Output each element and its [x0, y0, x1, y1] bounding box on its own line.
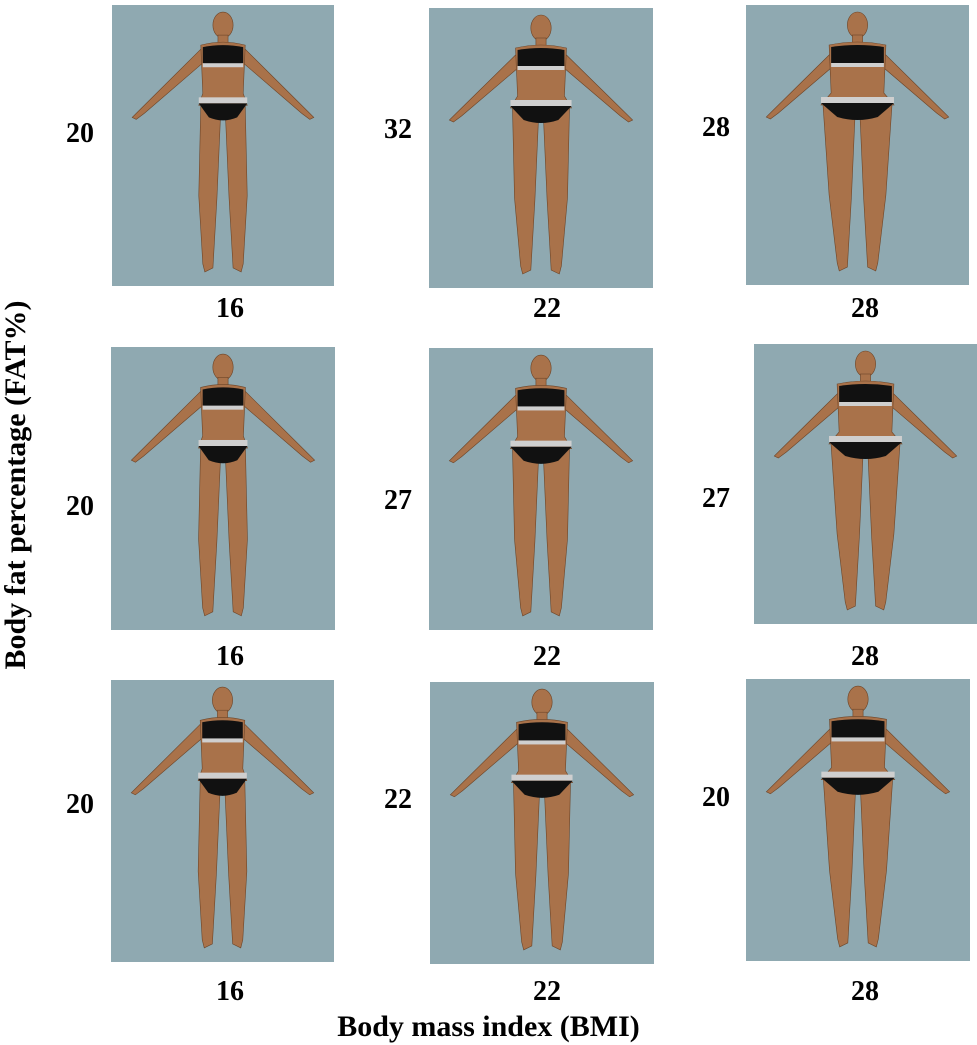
fat-label: 20 — [66, 118, 94, 149]
body-model-image — [746, 679, 970, 961]
body-figure — [746, 5, 969, 285]
body-figure — [111, 680, 334, 962]
bmi-label: 16 — [216, 293, 244, 324]
fat-label: 20 — [66, 789, 94, 820]
body-model-image — [111, 347, 335, 630]
fat-label: 27 — [702, 483, 730, 514]
bmi-label: 22 — [533, 641, 561, 672]
bmi-label: 28 — [851, 293, 879, 324]
bmi-label: 28 — [851, 976, 879, 1007]
body-figure — [111, 347, 335, 630]
bmi-label: 22 — [533, 293, 561, 324]
body-model-image — [111, 680, 334, 962]
body-model-image — [112, 5, 334, 286]
fat-label: 32 — [384, 114, 412, 145]
body-model-image — [429, 8, 653, 288]
body-model-image — [746, 5, 969, 285]
fat-label: 22 — [384, 784, 412, 815]
bmi-label: 28 — [851, 641, 879, 672]
body-figure — [754, 344, 977, 624]
fat-label: 20 — [702, 782, 730, 813]
body-figure — [112, 5, 334, 286]
body-model-image — [429, 348, 653, 630]
body-model-image — [430, 682, 654, 964]
x-axis-title: Body mass index (BMI) — [337, 1010, 640, 1043]
body-figure — [429, 348, 653, 630]
fat-label: 27 — [384, 485, 412, 516]
bmi-label: 22 — [533, 976, 561, 1007]
fat-label: 28 — [702, 112, 730, 143]
body-model-image — [754, 344, 977, 624]
fat-label: 20 — [66, 491, 94, 522]
y-axis-title: Body fat percentage (FAT%) — [0, 300, 32, 670]
body-figure — [429, 8, 653, 288]
body-figure — [746, 679, 970, 961]
bmi-label: 16 — [216, 641, 244, 672]
bmi-label: 16 — [216, 976, 244, 1007]
body-figure — [430, 682, 654, 964]
